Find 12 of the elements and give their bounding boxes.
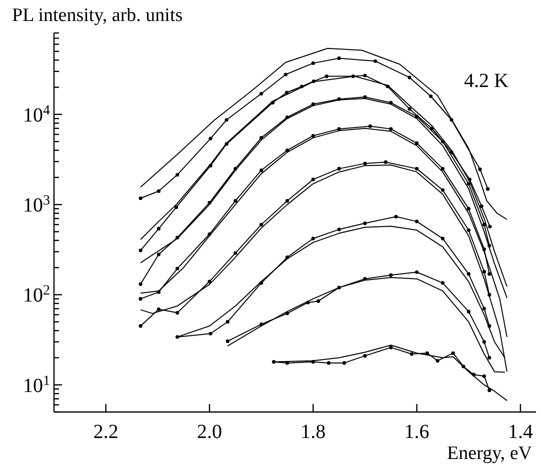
y-tick-label: 10$^{2}$: [23, 283, 50, 307]
y-axis-title: PL intensity, arb. units: [12, 5, 183, 26]
x-tick-label: 1.4: [508, 421, 533, 443]
y-tick-label: 10$^{3}$: [23, 193, 50, 217]
x-tick-label: 2.2: [93, 421, 118, 443]
x-tick-label: 1.6: [404, 421, 430, 443]
y-tick-label: 10$^{1}$: [23, 373, 50, 397]
x-tick-label: 2.0: [196, 421, 222, 443]
annotation: 4.2 K: [464, 70, 508, 93]
y-tick-label: 10$^{4}$: [23, 102, 50, 126]
x-tick-label: 1.8: [300, 421, 326, 443]
x-axis-title: Energy, eV: [447, 443, 532, 464]
